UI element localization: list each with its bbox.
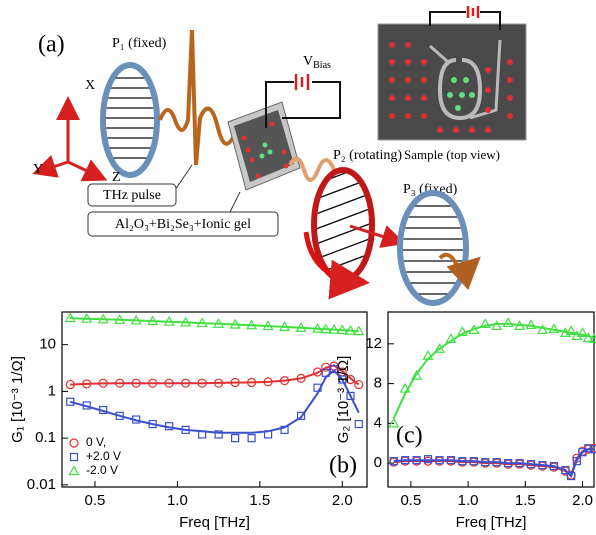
axis-label: Y: [33, 162, 43, 177]
x-tick-label: 2.0: [572, 492, 593, 509]
y-tick-label: 4: [374, 414, 382, 431]
sample-chip: [228, 102, 300, 190]
marker: [248, 435, 255, 442]
bias-symbol: V: [303, 54, 313, 69]
fit-line: [70, 371, 359, 433]
x-axis-label: Freq [THz]: [456, 514, 527, 531]
x-axis-label: Freq [THz]: [179, 514, 250, 531]
legend-marker: [70, 439, 78, 447]
sample-label: Al₂O₃+Bi₂Se₃+Ionic gel: [115, 217, 251, 232]
x-tick-label: 1.5: [515, 492, 536, 509]
photo-caption: Sample (top view): [404, 147, 500, 162]
panel-label: (c): [396, 423, 423, 449]
x-tick-label: 1.0: [458, 492, 479, 509]
diagram: (a) P₁ (fixed) X Y Z THz pulse Al₂O₃+Bi₂…: [33, 6, 526, 303]
marker: [527, 320, 536, 328]
callout: [230, 192, 240, 212]
x-tick-label: 1.5: [249, 492, 270, 509]
coordinate-axes: [38, 102, 102, 178]
callout: [175, 165, 192, 190]
beam-label: THz pulse: [103, 188, 161, 203]
sample-photo: [378, 6, 526, 140]
y-tick-label: 0.1: [35, 429, 56, 446]
legend-label: 0 V,: [86, 435, 106, 449]
bias-label: VBias: [303, 54, 331, 71]
x-tick-label: 2.0: [332, 492, 353, 509]
chart: 0.5 1.0 1.5 2.0 0.01 0.1 1 10 Freq [THz] G₁ [10⁻³…: [9, 312, 367, 531]
legend-label: -2.0 V: [86, 463, 118, 477]
y-axis-label: G₂ [10⁻³ 1/Ω]: [335, 356, 352, 443]
y-tick-label: 12: [365, 335, 382, 352]
legend-marker: [71, 454, 78, 461]
battery: [296, 74, 308, 90]
legend: 0 V,+2.0 V-2.0 V: [70, 435, 122, 477]
axis-label: Z: [112, 170, 121, 185]
fit-line: [394, 324, 594, 419]
figure: (a) P₁ (fixed) X Y Z THz pulse Al₂O₃+Bi₂…: [0, 0, 596, 535]
bias-subscript: Bias: [313, 60, 331, 71]
panel-label: (a): [38, 32, 65, 58]
marker: [232, 435, 239, 442]
polarizer-label: P₁ (fixed): [112, 36, 167, 51]
y-tick-label: 0.01: [27, 476, 56, 493]
thz-beam: [160, 30, 238, 165]
axis-label: X: [85, 78, 95, 93]
polarizer-label: P₂ (rotating): [333, 148, 402, 163]
y-axis-label: G₁ [10⁻³ 1/Ω]: [9, 356, 26, 443]
panel-label: (b): [329, 453, 357, 479]
y-tick-label: 1: [48, 382, 56, 399]
polarizer-1: [100, 65, 160, 175]
y-tick-label: 8: [374, 375, 382, 392]
legend-marker: [70, 467, 79, 475]
marker: [355, 421, 362, 428]
y-tick-label: 0: [374, 454, 382, 471]
chart: 0.5 1.0 1.5 2.0 0 4 8 12 Freq [THz] G₂ [10⁻³ 1/Ω]…: [335, 312, 596, 531]
fit-line: [70, 318, 359, 331]
x-tick-label: 0.5: [85, 492, 106, 509]
marker: [504, 318, 513, 326]
polarizer-3: [398, 193, 470, 303]
x-tick-label: 1.0: [167, 492, 188, 509]
y-tick-label: 10: [39, 336, 56, 353]
legend-label: +2.0 V: [86, 449, 121, 463]
x-tick-label: 0.5: [400, 492, 421, 509]
